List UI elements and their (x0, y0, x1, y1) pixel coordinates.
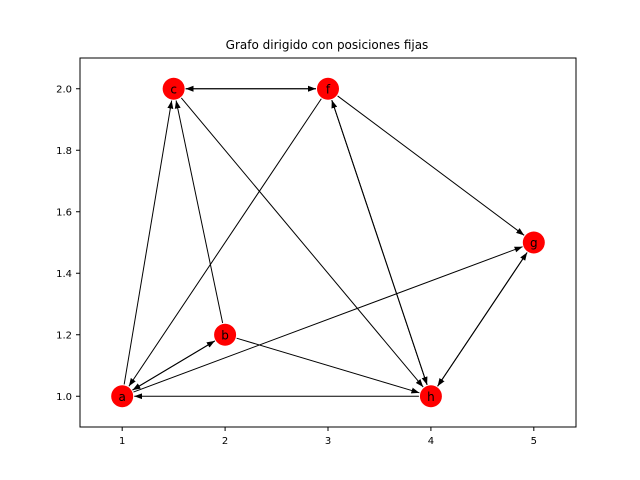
edge-h-f (331, 99, 428, 386)
edge-f-g (337, 95, 525, 236)
y-tick-label: 1.2 (56, 330, 72, 341)
x-axis: 1 2 3 4 5 (119, 427, 537, 447)
node-label-c: c (170, 82, 177, 96)
node-g (522, 231, 545, 254)
node-a (111, 385, 134, 408)
nodes-layer: a b c f g h (111, 77, 545, 408)
edge-h-g (437, 252, 528, 387)
node-label-h: h (427, 390, 435, 404)
edge-c-h (180, 97, 424, 388)
edge-a-c (123, 100, 174, 385)
y-tick-label: 1.4 (56, 269, 72, 280)
x-tick-label: 3 (325, 436, 331, 447)
node-c (162, 77, 185, 100)
node-label-g: g (530, 236, 538, 250)
node-f (317, 77, 339, 100)
x-tick-label: 2 (222, 436, 228, 447)
edge-b-a (132, 340, 216, 391)
node-label-f: f (326, 82, 331, 96)
node-label-b: b (221, 328, 229, 342)
node-b (214, 323, 237, 346)
node-label-a: a (119, 390, 126, 404)
y-tick-label: 2.0 (56, 84, 72, 95)
x-tick-label: 1 (119, 436, 125, 447)
edge-b-c (174, 100, 224, 324)
edge-a-g (133, 246, 523, 393)
edges-layer (123, 85, 528, 400)
y-tick-label: 1.0 (56, 392, 72, 403)
y-tick-label: 1.8 (56, 146, 72, 157)
edge-b-h (236, 337, 420, 394)
node-h (419, 385, 442, 408)
y-axis: 1.0 1.2 1.4 1.6 1.8 2.0 (56, 84, 80, 403)
x-tick-label: 4 (428, 436, 434, 447)
x-tick-label: 5 (531, 436, 537, 447)
chart-title: Grafo dirigido con posiciones fijas (226, 38, 429, 52)
edge-f-a (128, 98, 322, 387)
y-tick-label: 1.6 (56, 207, 72, 218)
